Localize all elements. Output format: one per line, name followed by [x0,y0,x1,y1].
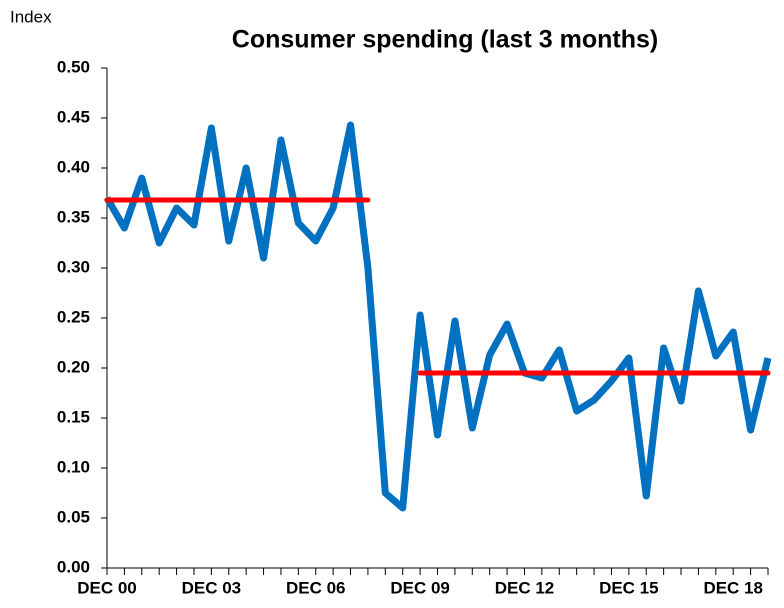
y-axis-label: Index [10,7,52,26]
y-tick-label: 0.10 [57,457,90,476]
y-tick-label: 0.15 [57,407,90,426]
y-tick-label: 0.30 [57,257,90,276]
x-tick-label: DEC 15 [599,578,659,597]
y-tick-label: 0.40 [57,157,90,176]
x-tick-label: DEC 09 [390,578,450,597]
x-tick-label: DEC 18 [703,578,763,597]
y-tick-label: 0.35 [57,207,90,226]
y-tick-label: 0.20 [57,357,90,376]
data-line [103,121,772,512]
y-tick-label: 0.05 [57,507,90,526]
y-tick-label: 0.00 [57,557,90,576]
x-tick-label: DEC 12 [495,578,555,597]
x-tick-label: DEC 03 [182,578,242,597]
x-tick-label: DEC 06 [286,578,346,597]
chart-title: Consumer spending (last 3 months) [232,26,658,54]
y-tick-label: 0.25 [57,307,90,326]
x-tick-label: DEC 00 [77,578,137,597]
y-tick-label: 0.45 [57,107,90,126]
y-tick-label: 0.50 [57,57,90,76]
